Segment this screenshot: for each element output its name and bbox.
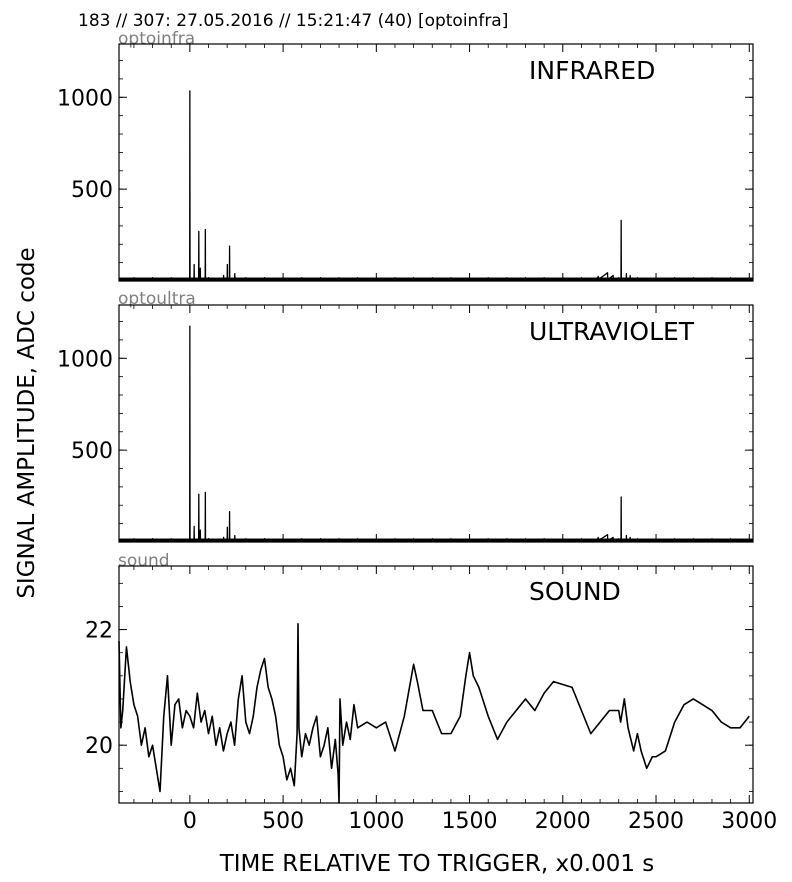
panel-infrared-channel-label: optoinfra [118,29,195,49]
panel-sound-y-tick-label: 20 [85,734,113,759]
x-tick-label: 2500 [628,809,684,834]
header-text: 183 // 307: 27.05.2016 // 15:21:47 (40) … [78,11,508,31]
panel-infrared-title: INFRARED [529,56,655,85]
x-tick-label: 1500 [442,809,498,834]
panel-sound-title: SOUND [529,577,621,606]
panel-infrared-plot: 500 1000 [57,43,754,282]
x-tick-label: 0 [183,809,197,834]
x-tick-label: 1000 [348,809,404,834]
panel-infrared: optoinfra 500 1000 INFRARED [57,29,754,282]
x-tick-label: 500 [262,809,304,834]
panel-ultraviolet-baseline-noise [119,538,753,543]
panel-ultraviolet-y-tick-label: 1000 [57,347,113,372]
panel-ultraviolet-title: ULTRAVIOLET [529,317,695,346]
panel-infrared-series-line [119,90,753,281]
panel-ultraviolet: optoultra 500 1000 ULTRAVIOLET [57,289,754,543]
panel-infrared-y-tick-label: 1000 [57,86,113,111]
panel-sound-y-tick-label: 22 [85,619,113,644]
panel-ultraviolet-plot: 500 1000 [57,304,754,543]
panel-sound-frame [118,565,754,804]
panel-ultraviolet-series-line [119,325,753,542]
panel-infrared-baseline-noise [119,277,753,282]
panel-infrared-frame [118,43,754,282]
panel-sound-channel-label: sound [118,551,170,571]
x-tick-label: 2000 [535,809,591,834]
x-tick-label: 3000 [721,809,777,834]
x-axis-ticks: 0 500 1000 1500 2000 2500 3000 [183,809,777,834]
panel-infrared-y-tick-label: 500 [71,178,113,203]
panel-ultraviolet-channel-label: optoultra [118,289,196,309]
x-axis-label: TIME RELATIVE TO TRIGGER, x0.001 s [219,851,655,877]
panel-ultraviolet-y-tick-label: 500 [71,439,113,464]
y-axis-label: SIGNAL AMPLITUDE, ADC code [14,247,40,598]
panel-sound-series-line [118,622,750,804]
